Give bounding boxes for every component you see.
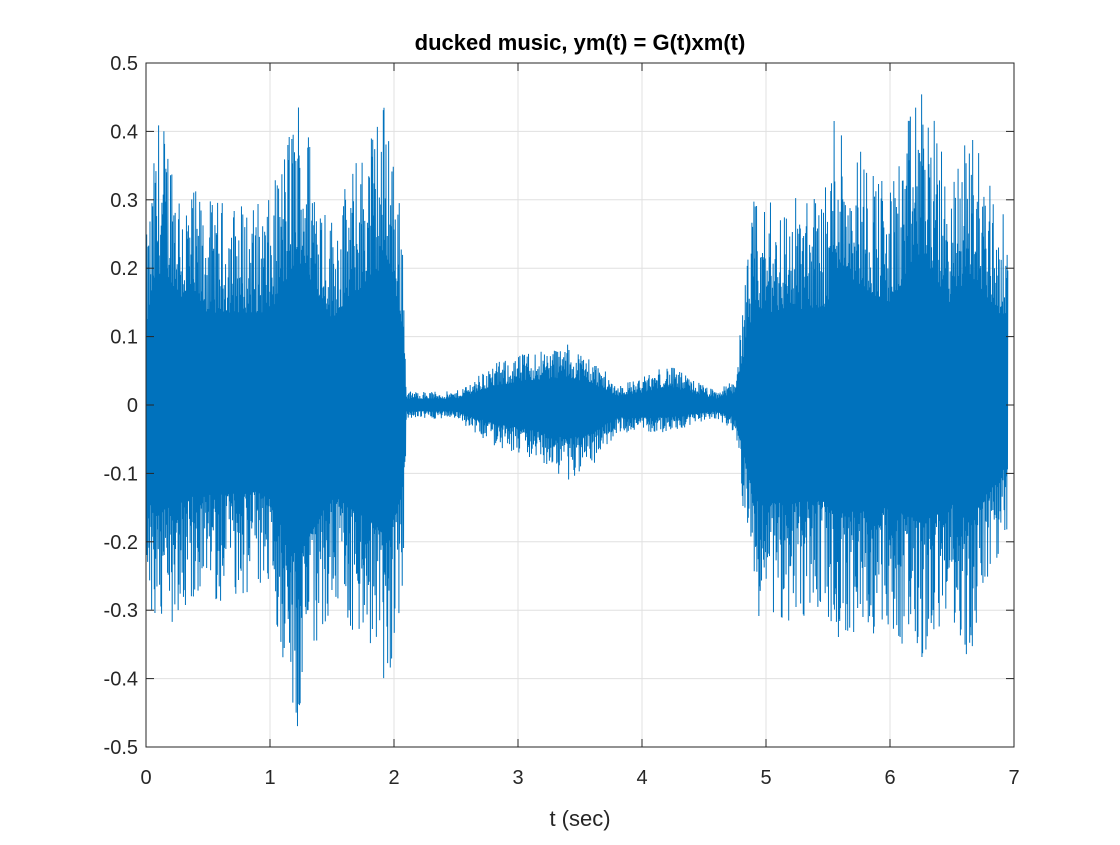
- x-tick-label: 4: [636, 767, 647, 789]
- y-tick-label: 0.2: [110, 258, 138, 280]
- y-tick-label: -0.3: [104, 600, 138, 622]
- signal-series: [145, 94, 1009, 727]
- y-tick-label: 0.5: [110, 53, 138, 75]
- y-tick-label: -0.1: [104, 463, 138, 485]
- x-tick-label: 1: [264, 767, 275, 789]
- y-tick-label: -0.2: [104, 532, 138, 554]
- y-tick-label: 0: [127, 395, 138, 417]
- y-tick-label: 0.1: [110, 327, 138, 349]
- signal-line: [145, 94, 1009, 727]
- x-tick-label: 6: [884, 767, 895, 789]
- y-tick-label: -0.5: [104, 737, 138, 759]
- x-tick-label: 2: [388, 767, 399, 789]
- y-tick-label: 0.3: [110, 190, 138, 212]
- chart-title: ducked music, ym(t) = G(t)xm(t): [415, 30, 746, 55]
- y-tick-label: 0.4: [110, 121, 138, 143]
- x-tick-label: 5: [760, 767, 771, 789]
- ticks: 0 1 2 3 4 5 6 7 0.5 0.4 0.3 0.2 0.1 0 -0.1 -0.2 -0.3 -0.4…: [104, 53, 1020, 789]
- x-tick-label: 7: [1008, 767, 1019, 789]
- x-tick-label: 0: [140, 767, 151, 789]
- y-tick-label: -0.4: [104, 669, 138, 691]
- x-tick-label: 3: [512, 767, 523, 789]
- x-axis-label: t (sec): [549, 806, 610, 831]
